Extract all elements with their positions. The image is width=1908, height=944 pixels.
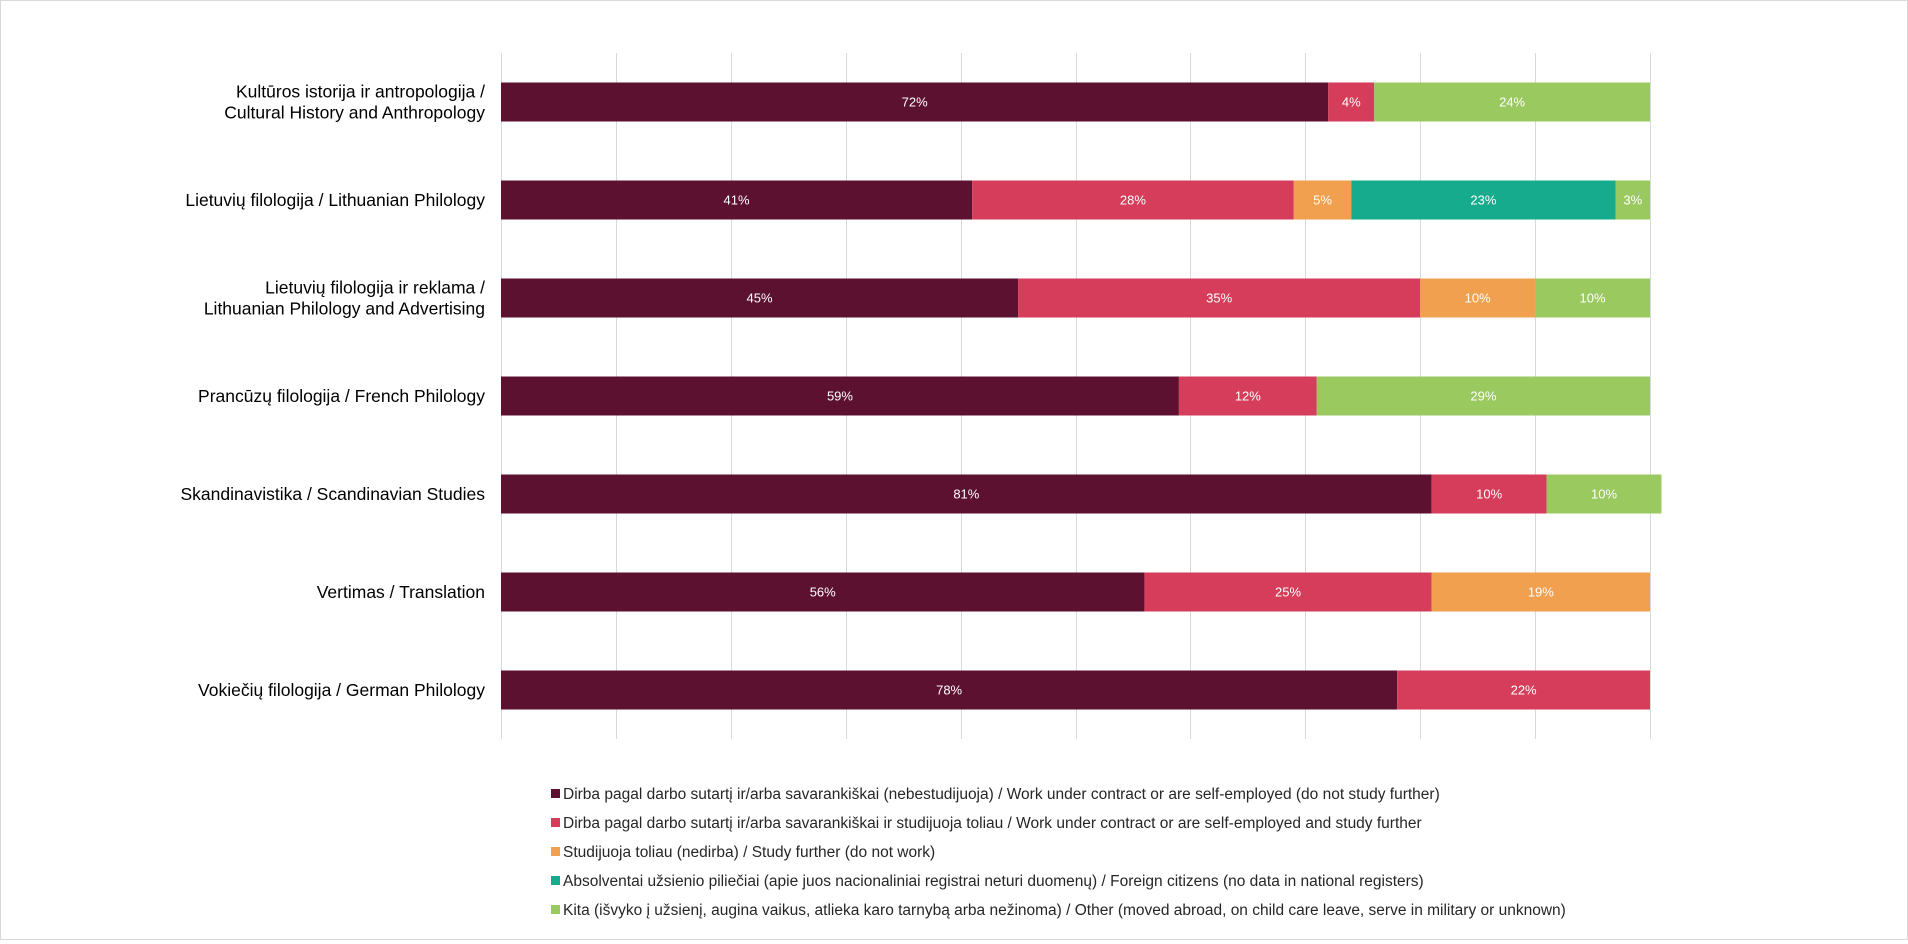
data-label: 22% xyxy=(1511,683,1537,698)
bar-segment xyxy=(501,670,1398,710)
bar-segment xyxy=(1546,474,1662,514)
bar-segment xyxy=(1615,180,1650,220)
bar-segment xyxy=(972,180,1294,220)
bar-segment xyxy=(501,278,1019,318)
data-label: 72% xyxy=(902,95,928,110)
legend-swatch xyxy=(551,876,560,885)
category-label: Cultural History and Anthropology xyxy=(224,103,485,123)
category-labels: Kultūros istorija ir antropologija /Cult… xyxy=(181,82,486,701)
legend-swatch xyxy=(551,905,560,914)
data-label: 23% xyxy=(1470,193,1496,208)
data-label: 10% xyxy=(1591,487,1617,502)
bar-segment xyxy=(501,572,1145,612)
legend-entry: Kita (išvyko į užsienį, augina vaikus, a… xyxy=(563,902,1566,919)
data-label: 56% xyxy=(810,585,836,600)
data-label: 59% xyxy=(827,389,853,404)
bar-segment xyxy=(1328,82,1375,122)
data-label: 45% xyxy=(747,291,773,306)
bar-segment xyxy=(1397,670,1650,710)
bar-segment xyxy=(1535,278,1650,318)
bar-segment xyxy=(1144,572,1432,612)
data-label: 10% xyxy=(1465,291,1491,306)
bar-segment xyxy=(1374,82,1650,122)
data-label: 24% xyxy=(1499,95,1525,110)
legend-entry: Studijuoja toliau (nedirba) / Study furt… xyxy=(563,844,935,861)
data-label: 29% xyxy=(1470,389,1496,404)
legend-swatch xyxy=(551,789,560,798)
legend-entry: Dirba pagal darbo sutartį ir/arba savara… xyxy=(563,815,1422,832)
category-label: Kultūros istorija ir antropologija / xyxy=(236,82,485,102)
category-label: Vokiečių filologija / German Philology xyxy=(198,680,485,700)
data-label: 78% xyxy=(936,683,962,698)
bar-segment xyxy=(501,474,1432,514)
data-label: 81% xyxy=(953,487,979,502)
category-label: Lietuvių filologija ir reklama / xyxy=(265,278,485,298)
data-label: 10% xyxy=(1476,487,1502,502)
legend-entry: Absolventai užsienio piliečiai (apie juo… xyxy=(563,873,1424,890)
bar-segment xyxy=(501,376,1179,416)
data-label: 41% xyxy=(724,193,750,208)
data-label: 12% xyxy=(1235,389,1261,404)
data-label: 25% xyxy=(1275,585,1301,600)
data-label: 19% xyxy=(1528,585,1554,600)
category-label: Vertimas / Translation xyxy=(317,582,485,602)
data-label: 5% xyxy=(1313,193,1332,208)
bar-segment xyxy=(1351,180,1616,220)
data-label: 28% xyxy=(1120,193,1146,208)
data-label: 10% xyxy=(1580,291,1606,306)
bar-segment xyxy=(1420,278,1536,318)
legend: Dirba pagal darbo sutartį ir/arba savara… xyxy=(551,786,1566,919)
category-label: Prancūzų filologija / French Philology xyxy=(198,386,485,406)
data-label: 4% xyxy=(1342,95,1361,110)
bar-segment xyxy=(501,82,1329,122)
legend-swatch xyxy=(551,847,560,856)
bar-segment xyxy=(1431,572,1650,612)
category-label: Lithuanian Philology and Advertising xyxy=(204,299,485,319)
bar-segment xyxy=(1431,474,1547,514)
bar-segment xyxy=(1293,180,1352,220)
bar-segment xyxy=(1018,278,1421,318)
data-label: 35% xyxy=(1206,291,1232,306)
bars: 72% 4% 24% 41% 28% 5% 23% 3% 45% 35% 10% 10% 59% 12% 2… xyxy=(501,82,1662,710)
data-label: 3% xyxy=(1623,193,1642,208)
bar-segment xyxy=(1316,376,1650,416)
legend-swatch xyxy=(551,818,560,827)
category-label: Skandinavistika / Scandinavian Studies xyxy=(181,484,486,504)
bar-segment xyxy=(1178,376,1317,416)
legend-entry: Dirba pagal darbo sutartį ir/arba savara… xyxy=(563,786,1440,803)
category-label: Lietuvių filologija / Lithuanian Philolo… xyxy=(185,190,485,210)
bar-segment xyxy=(501,180,973,220)
